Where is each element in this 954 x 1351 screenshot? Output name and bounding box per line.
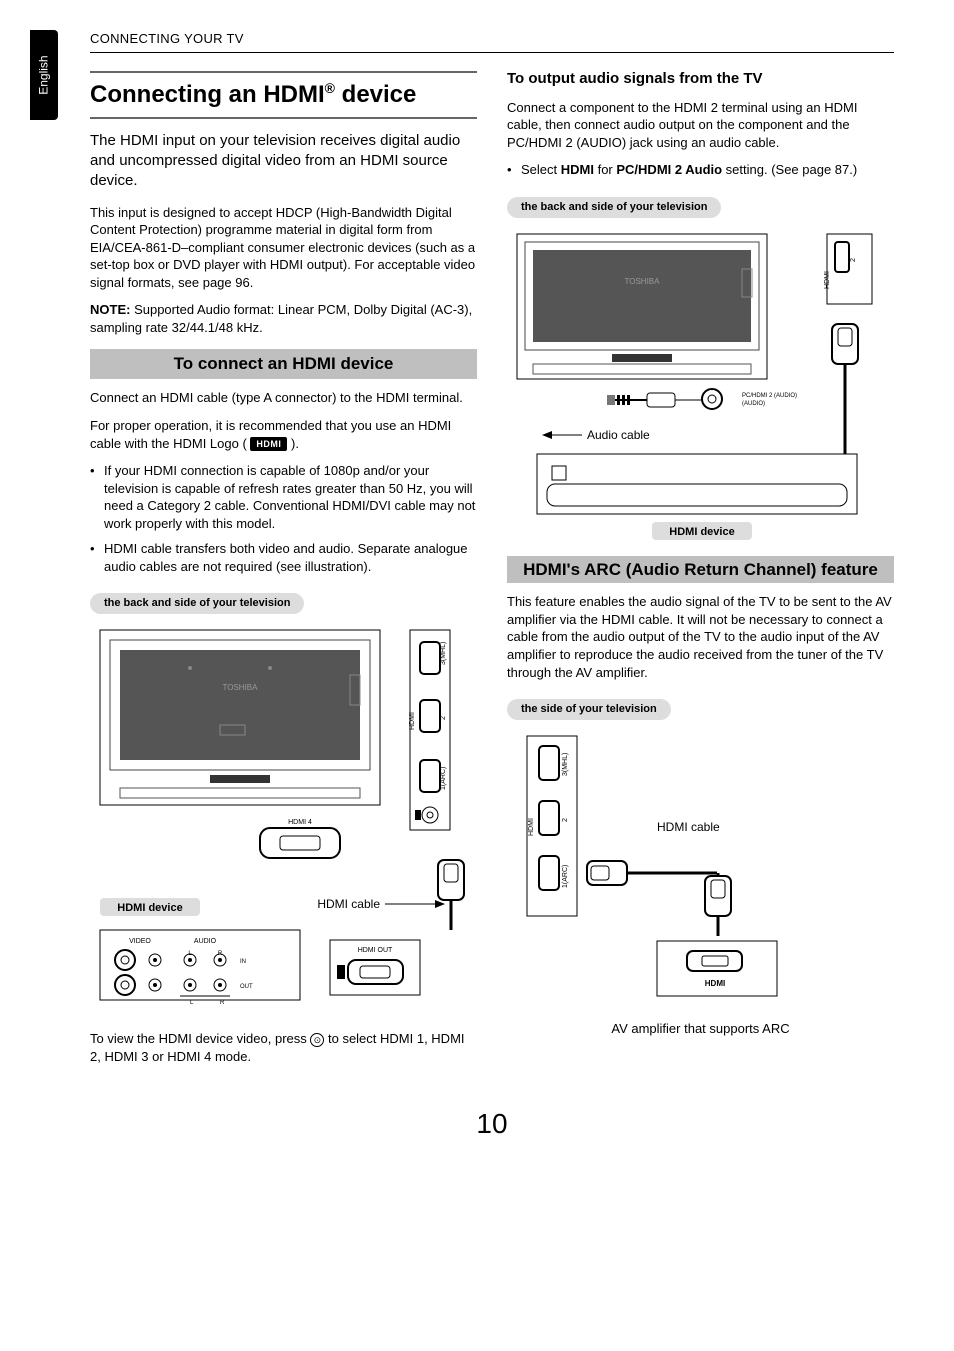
paragraph-connect-cable: Connect an HDMI cable (type A connector)… bbox=[90, 389, 477, 407]
svg-text:TOSHIBA: TOSHIBA bbox=[223, 683, 259, 692]
left-column: Connecting an HDMI® device The HDMI inpu… bbox=[90, 65, 477, 1076]
paragraph-hdmi-logo: For proper operation, it is recommended … bbox=[90, 417, 477, 452]
svg-text:3(MHL): 3(MHL) bbox=[440, 642, 447, 665]
input-select-icon: ⊙ bbox=[310, 1033, 324, 1047]
page-title: Connecting an HDMI® device bbox=[90, 71, 477, 119]
svg-text:TOSHIBA: TOSHIBA bbox=[625, 277, 661, 286]
section-head-arc: HDMI's ARC (Audio Return Channel) featur… bbox=[507, 556, 894, 584]
svg-text:HDMI device: HDMI device bbox=[117, 902, 182, 914]
svg-text:3(MHL): 3(MHL) bbox=[562, 753, 569, 776]
svg-text:1(ARC): 1(ARC) bbox=[440, 767, 447, 790]
svg-text:2: 2 bbox=[440, 716, 447, 720]
svg-text:1(ARC): 1(ARC) bbox=[562, 865, 569, 888]
svg-text:(AUDIO): (AUDIO) bbox=[742, 401, 765, 407]
svg-text:HDMI: HDMI bbox=[528, 818, 535, 836]
right-column: To output audio signals from the TV Conn… bbox=[507, 65, 894, 1076]
content-columns: Connecting an HDMI® device The HDMI inpu… bbox=[90, 65, 894, 1076]
bullet-list-left: If your HDMI connection is capable of 10… bbox=[90, 462, 477, 575]
language-label: English bbox=[36, 55, 52, 94]
intro-paragraph: The HDMI input on your television receiv… bbox=[90, 131, 477, 192]
svg-text:HDMI OUT: HDMI OUT bbox=[358, 947, 393, 954]
svg-text:AUDIO: AUDIO bbox=[194, 938, 217, 945]
section-head-connect: To connect an HDMI device bbox=[90, 349, 477, 380]
svg-text:HDMI: HDMI bbox=[705, 979, 725, 988]
note-label: NOTE: bbox=[90, 302, 130, 317]
list-item: Select HDMI for PC/HDMI 2 Audio setting.… bbox=[507, 161, 894, 179]
svg-text:PC/HDMI 2 (AUDIO): PC/HDMI 2 (AUDIO) bbox=[742, 393, 797, 399]
svg-text:Audio cable: Audio cable bbox=[587, 428, 650, 442]
svg-text:IN: IN bbox=[240, 959, 246, 965]
svg-text:2: 2 bbox=[562, 818, 569, 822]
paragraph-arc: This feature enables the audio signal of… bbox=[507, 593, 894, 681]
bullet-list-right: Select HDMI for PC/HDMI 2 Audio setting.… bbox=[507, 161, 894, 179]
svg-text:VIDEO: VIDEO bbox=[129, 938, 151, 945]
language-tab: English bbox=[30, 30, 58, 120]
sub-head-output-audio: To output audio signals from the TV bbox=[507, 69, 894, 89]
page-number: 10 bbox=[90, 1105, 894, 1143]
title-post: device bbox=[335, 81, 416, 108]
list-item: HDMI cable transfers both video and audi… bbox=[90, 540, 477, 575]
paragraph-output-audio: Connect a component to the HDMI 2 termin… bbox=[507, 99, 894, 152]
figure-label-right1: the back and side of your television bbox=[507, 197, 721, 218]
paragraph-hdcp: This input is designed to accept HDCP (H… bbox=[90, 204, 477, 292]
figure-caption-arc: AV amplifier that supports ARC bbox=[507, 1020, 894, 1038]
note-paragraph: NOTE: Supported Audio format: Linear PCM… bbox=[90, 301, 477, 336]
running-header: CONNECTING YOUR TV bbox=[90, 30, 894, 53]
svg-text:R: R bbox=[220, 1000, 225, 1006]
p3-post: ). bbox=[287, 436, 299, 451]
figure-arc: 3(MHL) HDMI 2 1(ARC) HDMI cable bbox=[507, 726, 894, 1038]
title-pre: Connecting an HDMI bbox=[90, 81, 325, 108]
svg-text:HDMI cable: HDMI cable bbox=[657, 820, 720, 834]
svg-text:HDMI device: HDMI device bbox=[669, 526, 734, 538]
figure-label-right2: the side of your television bbox=[507, 699, 671, 720]
figure-audio-output: TOSHIBA HDMI 2 bbox=[507, 224, 894, 544]
p4-pre: To view the HDMI device video, press bbox=[90, 1031, 310, 1046]
hdmi-logo-icon: HDMI bbox=[250, 437, 287, 451]
figure-hdmi-connection: TOSHIBA 3(MHL) HDMI 2 bbox=[90, 620, 477, 1020]
note-body: Supported Audio format: Linear PCM, Dolb… bbox=[90, 302, 472, 335]
svg-text:HDMI: HDMI bbox=[824, 271, 831, 289]
svg-text:HDMI: HDMI bbox=[409, 712, 416, 730]
figure-label-left: the back and side of your television bbox=[90, 593, 304, 614]
list-item: If your HDMI connection is capable of 10… bbox=[90, 462, 477, 532]
title-sup: ® bbox=[325, 80, 335, 96]
paragraph-view-device: To view the HDMI device video, press ⊙ t… bbox=[90, 1030, 477, 1065]
svg-text:HDMI 4: HDMI 4 bbox=[288, 819, 312, 826]
svg-text:OUT: OUT bbox=[240, 984, 253, 990]
svg-text:2: 2 bbox=[850, 258, 857, 262]
svg-text:HDMI cable: HDMI cable bbox=[317, 897, 380, 911]
svg-text:L: L bbox=[190, 1000, 194, 1006]
